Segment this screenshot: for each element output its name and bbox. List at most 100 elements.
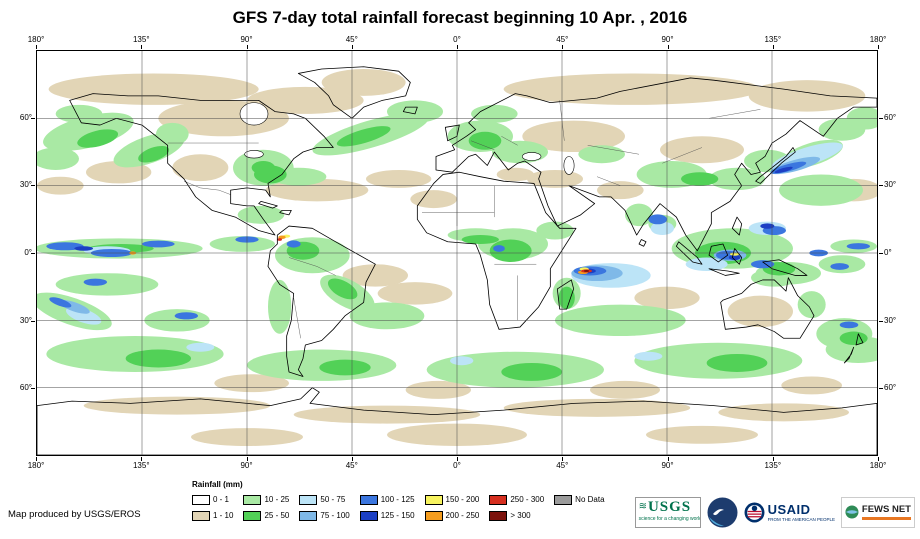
lon-label-top: 0°	[453, 35, 461, 44]
axis-tick	[879, 320, 883, 322]
legend-label: 200 - 250	[445, 511, 480, 520]
fewsnet-logo: FEWS NET	[841, 496, 915, 528]
legend-swatch	[192, 494, 210, 505]
axis-tick	[878, 457, 879, 461]
lon-label-top: 45°	[345, 35, 358, 44]
logo-row: ≋ USGS science for a changing world USAI…	[634, 494, 915, 530]
axis-tick	[31, 185, 35, 187]
axis-tick	[667, 45, 669, 49]
legend-swatch	[489, 510, 508, 521]
legend-swatch	[243, 510, 262, 521]
legend-item: 50 - 75	[299, 492, 349, 507]
axis-tick	[879, 117, 883, 119]
graticule	[37, 51, 877, 455]
axis-tick	[562, 457, 564, 461]
legend-label: 0 - 1	[213, 495, 230, 504]
legend-swatch	[424, 510, 443, 521]
legend-item: 250 - 300	[489, 492, 544, 507]
lat-label-left: 30°	[19, 180, 32, 190]
legend: Rainfall (mm) 0 - 1 1 - 10 10 - 25 25 - 50 5…	[192, 480, 605, 523]
legend-label: 75 - 100	[320, 511, 350, 520]
legend-item: 75 - 100	[299, 508, 350, 523]
lon-label-top: 135°	[132, 35, 150, 44]
lat-label-left: 0°	[24, 248, 32, 257]
legend-item: No Data	[554, 492, 605, 507]
axis-tick	[141, 457, 143, 461]
axis-tick	[141, 45, 143, 49]
axis-tick	[772, 45, 774, 49]
legend-swatch	[489, 494, 508, 505]
legend-label: 100 - 125	[380, 495, 415, 504]
attribution: Map produced by USGS/EROS	[8, 509, 141, 520]
legend-label: 50 - 75	[320, 495, 346, 504]
legend-label: 10 - 25	[264, 495, 290, 504]
legend-item: 100 - 125	[359, 492, 415, 507]
lon-label-top: 180°	[27, 35, 45, 44]
noaa-logo	[707, 497, 738, 528]
legend-item: 200 - 250	[424, 508, 480, 523]
lon-label-top: 90°	[661, 35, 674, 44]
lon-label-bottom: 0°	[453, 461, 461, 470]
legend-label: 125 - 150	[380, 511, 415, 520]
country-borders	[167, 100, 761, 339]
legend-item: 150 - 200	[424, 492, 480, 507]
lon-label-bottom: 180°	[869, 461, 887, 470]
legend-label: No Data	[575, 495, 605, 504]
axis-tick	[36, 45, 37, 49]
axis-tick	[667, 457, 669, 461]
fewsnet-bar	[861, 517, 911, 520]
lon-label-bottom: 135°	[764, 461, 782, 470]
legend-item: 125 - 150	[359, 508, 415, 523]
axis-tick	[31, 253, 35, 254]
lon-label-top: 180°	[869, 35, 887, 44]
legend-label: 1 - 10	[213, 511, 234, 520]
lon-label-bottom: 45°	[345, 461, 358, 470]
axis-tick	[246, 45, 248, 49]
axis-tick	[31, 320, 35, 322]
lon-label-bottom: 90°	[661, 461, 674, 470]
lat-label-right: 30°	[884, 315, 897, 325]
legend-item: 25 - 50	[243, 508, 289, 523]
lon-label-bottom: 45°	[556, 461, 569, 470]
lon-label-bottom: 90°	[240, 461, 253, 470]
lon-label-top: 45°	[556, 35, 569, 44]
usaid-tagline: FROM THE AMERICAN PEOPLE	[767, 516, 835, 522]
usaid-logo: USAID FROM THE AMERICAN PEOPLE	[744, 502, 835, 523]
lat-label-right: 30°	[884, 180, 897, 190]
axis-tick	[878, 45, 879, 49]
lat-label-left: 30°	[19, 315, 32, 325]
legend-item: 1 - 10	[192, 508, 233, 523]
noaa-seal-icon	[707, 497, 738, 527]
legend-item: 10 - 25	[243, 492, 289, 507]
axis-tick	[36, 457, 37, 461]
axis-tick	[457, 457, 458, 461]
lat-label-left: 60°	[19, 112, 32, 122]
legend-label: 250 - 300	[510, 495, 545, 504]
axis-tick	[457, 45, 458, 49]
page-title: GFS 7-day total rainfall forecast beginn…	[232, 8, 688, 27]
legend-swatch	[359, 510, 378, 521]
legend-swatch	[192, 510, 210, 521]
map-frame	[36, 50, 878, 456]
legend-item: 0 - 1	[192, 492, 233, 507]
axis-tick	[879, 388, 883, 390]
lon-label-bottom: 135°	[132, 461, 150, 470]
axis-tick	[772, 457, 774, 461]
fewsnet-logo-text: FEWS NET	[861, 504, 911, 515]
axis-tick	[879, 185, 883, 187]
lon-label-bottom: 180°	[27, 461, 45, 470]
legend-label: 25 - 50	[264, 511, 290, 520]
legend-grid: 0 - 1 1 - 10 10 - 25 25 - 50 50 - 75 75 - 100…	[192, 492, 605, 523]
legend-label: > 300	[510, 511, 531, 520]
axis-tick	[31, 388, 35, 390]
lat-label-right: 60°	[884, 383, 897, 393]
world-map	[37, 51, 877, 455]
axis-tick	[351, 457, 353, 461]
legend-swatch	[359, 494, 378, 505]
legend-label: 150 - 200	[445, 495, 480, 504]
axis-tick	[246, 457, 248, 461]
axis-tick	[879, 253, 883, 254]
usaid-seal-icon	[744, 502, 765, 522]
legend-swatch	[554, 494, 573, 505]
